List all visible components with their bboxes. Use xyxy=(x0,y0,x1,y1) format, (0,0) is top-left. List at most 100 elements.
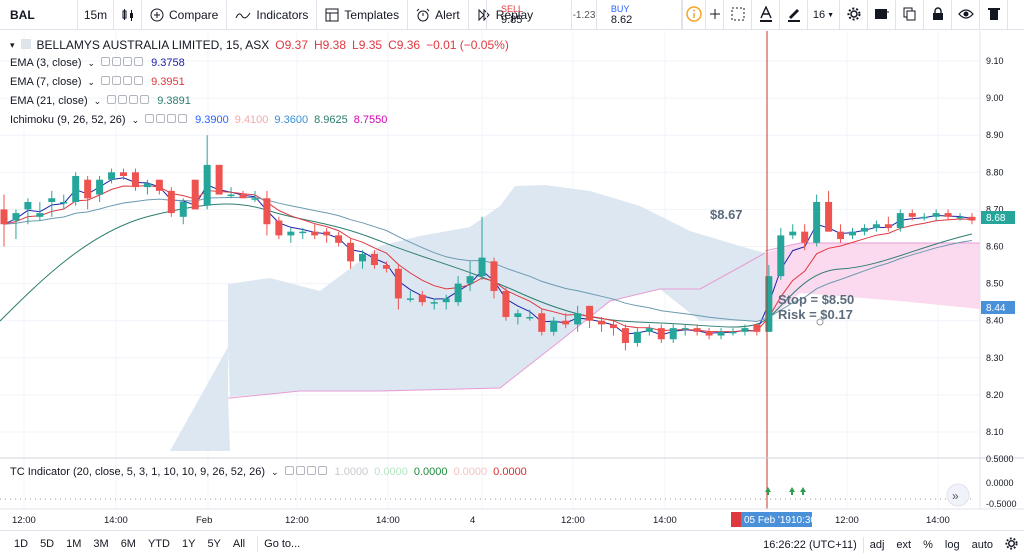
price-tick-label: 8.30 xyxy=(986,353,1004,363)
range-button-ytd[interactable]: YTD xyxy=(147,538,170,550)
ema3-value: 9.3758 xyxy=(151,57,185,69)
text-color-button[interactable] xyxy=(752,0,780,30)
gear-icon xyxy=(847,7,861,24)
legend-open: O9.37 xyxy=(275,38,308,52)
settings-button[interactable] xyxy=(840,0,868,30)
legend-ichimoku[interactable]: Ichimoku (9, 26, 52, 26) ⌄ 9.3900 9.4100… xyxy=(10,114,387,126)
chart-type-button[interactable] xyxy=(114,0,142,30)
range-button-5d[interactable]: 5D xyxy=(40,538,55,550)
visibility-button[interactable] xyxy=(952,0,980,30)
pencil-button[interactable] xyxy=(780,0,808,30)
dotted-square-icon xyxy=(731,7,745,24)
legend-ema21[interactable]: EMA (21, close) ⌄ 9.3891 xyxy=(10,95,191,107)
compare-button[interactable]: Compare xyxy=(142,0,228,30)
chevron-down-icon[interactable]: ⌄ xyxy=(87,57,96,68)
range-button-3m[interactable]: 3M xyxy=(93,538,109,550)
ema7-line xyxy=(3,185,973,333)
chevron-down-icon[interactable]: ⌄ xyxy=(131,114,140,125)
eye-icon xyxy=(957,8,974,23)
range-button-1m[interactable]: 1M xyxy=(66,538,82,550)
clone-button[interactable] xyxy=(896,0,924,30)
indicator-controls[interactable] xyxy=(145,114,189,126)
tc-tick-label: 0.5000 xyxy=(986,454,1014,464)
legend-ema7[interactable]: EMA (7, close) ⌄ 9.3951 xyxy=(10,76,185,88)
candle-body xyxy=(227,194,235,197)
chevron-down-icon: ▼ xyxy=(827,11,835,19)
candle-body xyxy=(717,331,725,336)
candle-body xyxy=(681,328,689,330)
candle-body xyxy=(382,265,390,269)
font-size-dropdown[interactable]: 16 ▼ xyxy=(808,0,840,30)
gear-icon[interactable] xyxy=(999,536,1024,553)
candle-body xyxy=(813,201,821,243)
alert-button[interactable]: Alert xyxy=(408,0,469,30)
candle-body xyxy=(478,257,486,277)
candle-body xyxy=(72,176,80,202)
candle-body xyxy=(502,291,510,317)
candle-body xyxy=(12,213,20,221)
candle-body xyxy=(24,201,32,210)
time-tick-label: 12:00 xyxy=(835,515,859,526)
interval-button[interactable]: 15m xyxy=(78,0,114,30)
range-button-1y[interactable]: 1Y xyxy=(181,538,196,550)
time-tick-label: 14:00 xyxy=(653,515,677,526)
cloud-segment-bull xyxy=(170,347,230,451)
crosshair-button[interactable] xyxy=(706,0,724,30)
log-toggle[interactable]: log xyxy=(944,538,960,551)
candle-body xyxy=(359,253,367,262)
range-button-5y[interactable]: 5Y xyxy=(207,538,221,550)
ema7-value: 9.3951 xyxy=(151,76,185,88)
indicators-button[interactable]: Indicators xyxy=(227,0,318,30)
time-tick-label: 14:00 xyxy=(376,515,400,526)
auto-toggle[interactable]: auto xyxy=(971,538,993,551)
candle-body xyxy=(765,276,773,332)
legend-tc-indicator[interactable]: TC Indicator (20, close, 5, 3, 1, 10, 10… xyxy=(10,466,527,478)
buy-label: BUY xyxy=(610,4,630,14)
plus-circle-icon xyxy=(150,8,164,22)
ichimoku-value-4: 8.9625 xyxy=(314,114,348,126)
templates-button[interactable]: Templates xyxy=(317,0,409,30)
chevron-down-icon[interactable]: ⌄ xyxy=(87,76,96,87)
tc-tick-label: -0.5000 xyxy=(986,499,1017,509)
selection-button[interactable] xyxy=(724,0,752,30)
lock-button[interactable] xyxy=(924,0,952,30)
senkou-span-b-line xyxy=(764,242,980,252)
background-button[interactable] xyxy=(868,0,896,30)
range-button-all[interactable]: All xyxy=(232,538,246,550)
sell-button[interactable]: SELL 9.85 xyxy=(487,0,573,30)
candle-body xyxy=(586,305,594,321)
spread-value: -1.23 xyxy=(572,9,596,21)
time-axis[interactable]: 12:00 14:00 Feb 12:00 14:00 4 12:00 14:00 12:00 1… xyxy=(12,515,950,526)
ema3-name: EMA (3, close) xyxy=(10,57,82,69)
scroll-right-button[interactable]: » xyxy=(946,483,970,507)
delete-button[interactable] xyxy=(980,0,1008,30)
indicator-controls[interactable] xyxy=(101,57,145,69)
goto-button[interactable]: Go to... xyxy=(264,538,301,550)
indicator-controls[interactable] xyxy=(284,466,329,478)
range-button-6m[interactable]: 6M xyxy=(120,538,136,550)
chart-canvas[interactable]: $8.67 Stop = $8.50 Risk = $0.17 9.10 9.00… xyxy=(0,31,1024,530)
chevron-down-icon[interactable]: ⌄ xyxy=(93,95,102,106)
crosshair-date-label: 05 Feb '19 xyxy=(744,515,791,526)
legend-ema3[interactable]: EMA (3, close) ⌄ 9.3758 xyxy=(10,57,185,69)
candle-body xyxy=(287,231,295,236)
tc-value-3: 0.0000 xyxy=(413,466,448,478)
candle-body xyxy=(609,324,617,329)
price-axis[interactable]: 9.10 9.00 8.90 8.80 8.70 8.60 8.50 8.40 8.30 8.20… xyxy=(986,56,1004,437)
indicator-controls[interactable] xyxy=(101,76,145,88)
adj-toggle[interactable]: adj xyxy=(869,538,885,551)
info-icon xyxy=(686,5,702,25)
percent-toggle[interactable]: % xyxy=(923,538,933,551)
price-tick-label: 9.00 xyxy=(986,93,1004,103)
indicator-controls[interactable] xyxy=(107,95,151,107)
ext-toggle[interactable]: ext xyxy=(896,538,912,551)
info-button[interactable] xyxy=(682,0,706,30)
symbol-search[interactable]: BAL xyxy=(0,0,78,30)
fill-icon xyxy=(874,8,890,23)
range-button-1d[interactable]: 1D xyxy=(14,538,29,550)
collapse-icon[interactable]: ▾ xyxy=(10,39,15,50)
ichimoku-value-2: 9.4100 xyxy=(234,114,269,126)
chevron-down-icon[interactable]: ⌄ xyxy=(270,466,279,477)
buy-button[interactable]: BUY 8.62 xyxy=(595,0,681,30)
